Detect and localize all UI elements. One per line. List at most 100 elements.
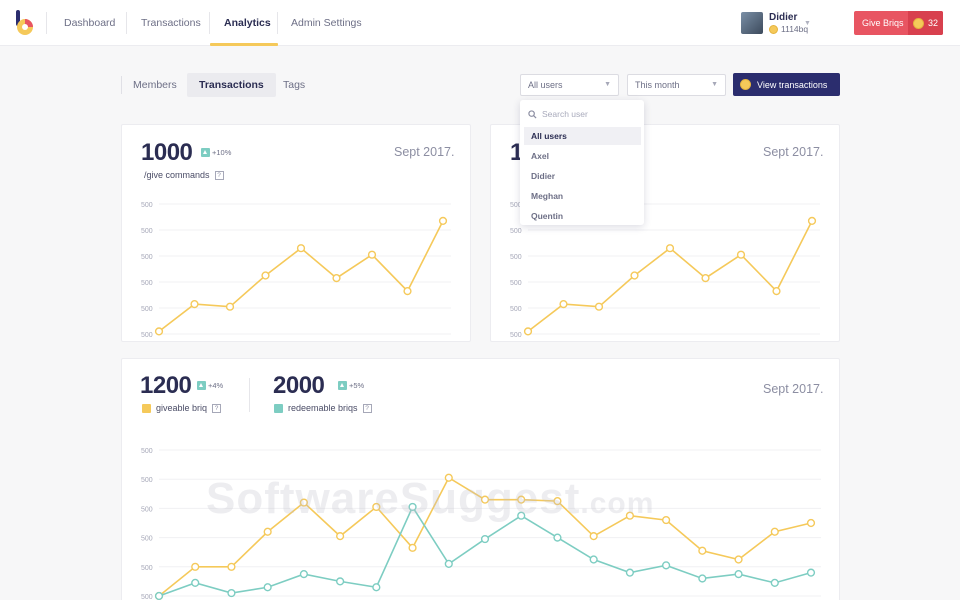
data-point[interactable] xyxy=(299,570,308,579)
briq-coin-icon xyxy=(740,79,751,90)
data-point[interactable] xyxy=(517,511,526,520)
data-point[interactable] xyxy=(408,543,417,552)
data-point[interactable] xyxy=(625,511,634,520)
briqs-chart: 500 500 500 500 500 500 xyxy=(141,448,821,600)
data-point[interactable] xyxy=(444,473,453,482)
data-point[interactable] xyxy=(263,583,272,592)
data-point[interactable] xyxy=(736,250,746,259)
data-point[interactable] xyxy=(408,502,417,512)
help-icon[interactable]: ? xyxy=(214,170,224,180)
data-point[interactable] xyxy=(191,578,200,587)
nav-divider xyxy=(277,12,278,34)
dropdown-item-all-users[interactable]: All users xyxy=(524,127,641,145)
data-point[interactable] xyxy=(480,534,490,544)
data-point[interactable] xyxy=(332,273,341,283)
data-point[interactable] xyxy=(227,588,236,598)
data-point[interactable] xyxy=(403,286,412,296)
y-tick-label: 500 xyxy=(510,254,522,261)
data-point[interactable] xyxy=(734,555,743,564)
data-point[interactable] xyxy=(770,578,779,587)
data-point[interactable] xyxy=(662,561,671,570)
period-filter-value: This month xyxy=(635,80,680,90)
data-point[interactable] xyxy=(336,577,345,586)
data-point[interactable] xyxy=(698,546,707,555)
data-point[interactable] xyxy=(227,562,236,571)
data-point[interactable] xyxy=(336,532,345,541)
data-point[interactable] xyxy=(480,495,490,504)
y-tick-label: 500 xyxy=(141,202,153,209)
data-point[interactable] xyxy=(154,591,164,600)
y-tick-label: 500 xyxy=(141,506,153,513)
data-point[interactable] xyxy=(625,568,634,577)
data-point[interactable] xyxy=(263,527,272,536)
data-point[interactable] xyxy=(594,302,604,311)
data-point[interactable] xyxy=(438,216,448,226)
giveable-briq-legend: giveable briq ? xyxy=(142,403,222,413)
data-point[interactable] xyxy=(662,515,671,525)
data-point[interactable] xyxy=(701,273,710,283)
data-point[interactable] xyxy=(630,271,639,280)
data-point[interactable] xyxy=(372,502,381,512)
nav-transactions[interactable]: Transactions xyxy=(141,17,201,29)
data-point[interactable] xyxy=(261,271,270,280)
y-tick-label: 500 xyxy=(510,332,522,339)
y-tick-label: 500 xyxy=(141,477,153,484)
data-point[interactable] xyxy=(299,498,308,507)
user-filter-select[interactable]: All users ▼ xyxy=(520,74,619,96)
user-avatar[interactable] xyxy=(741,12,763,34)
user-name[interactable]: Didier xyxy=(769,12,798,23)
briq-logo-icon[interactable] xyxy=(14,10,36,36)
dropdown-item-meghan[interactable]: Meghan xyxy=(531,191,564,201)
tab-members[interactable]: Members xyxy=(133,79,177,91)
second-metric-date: Sept 2017. xyxy=(763,145,824,159)
y-tick-label: 500 xyxy=(141,565,153,572)
data-point[interactable] xyxy=(807,216,817,226)
tab-transactions[interactable]: Transactions xyxy=(187,73,276,97)
data-point[interactable] xyxy=(589,555,598,564)
nav-analytics[interactable]: Analytics xyxy=(224,17,271,29)
dropdown-item-axel[interactable]: Axel xyxy=(531,151,549,161)
redeemable-briqs-change: +5% xyxy=(338,381,364,390)
nav-dashboard[interactable]: Dashboard xyxy=(64,17,116,29)
dropdown-item-didier[interactable]: Didier xyxy=(531,171,556,181)
redeemable-briqs-change-value: +5% xyxy=(349,381,365,390)
period-filter-select[interactable]: This month ▼ xyxy=(627,74,726,96)
data-point[interactable] xyxy=(553,533,562,542)
data-point[interactable] xyxy=(559,299,568,309)
data-point[interactable] xyxy=(553,496,562,506)
dropdown-item-quentin[interactable]: Quentin xyxy=(531,211,564,221)
data-point[interactable] xyxy=(770,527,779,536)
data-point[interactable] xyxy=(444,559,453,568)
data-point[interactable] xyxy=(154,327,164,336)
user-search-placeholder: Search user xyxy=(542,109,588,119)
data-point[interactable] xyxy=(190,299,199,309)
data-point[interactable] xyxy=(296,244,306,253)
data-point[interactable] xyxy=(806,518,816,528)
data-point[interactable] xyxy=(523,327,533,336)
data-point[interactable] xyxy=(734,570,743,579)
give-briqs-button[interactable]: Give Briqs 32 xyxy=(854,11,943,35)
data-point[interactable] xyxy=(517,495,526,504)
data-point[interactable] xyxy=(372,583,381,592)
chevron-down-icon[interactable]: ▼ xyxy=(804,20,811,27)
data-point[interactable] xyxy=(698,574,707,583)
search-icon xyxy=(528,109,537,119)
user-search-input[interactable]: Search user xyxy=(526,105,638,123)
giveable-briq-change-value: +4% xyxy=(208,381,224,390)
data-point[interactable] xyxy=(806,568,816,577)
redeemable-briqs-legend: redeemable briqs ? xyxy=(274,403,372,413)
help-icon[interactable]: ? xyxy=(362,403,372,413)
view-transactions-button[interactable]: View transactions xyxy=(733,73,840,96)
nav-admin-settings[interactable]: Admin Settings xyxy=(291,17,362,29)
yellow-swatch-icon xyxy=(142,403,151,413)
data-point[interactable] xyxy=(191,562,200,571)
data-point[interactable] xyxy=(225,302,235,311)
data-point[interactable] xyxy=(772,286,781,296)
data-point[interactable] xyxy=(367,250,377,259)
data-point[interactable] xyxy=(589,532,598,541)
trend-up-icon xyxy=(197,381,206,390)
data-point[interactable] xyxy=(665,244,675,253)
tab-tags[interactable]: Tags xyxy=(283,79,306,91)
y-tick-label: 500 xyxy=(141,228,153,235)
help-icon[interactable]: ? xyxy=(212,403,222,413)
